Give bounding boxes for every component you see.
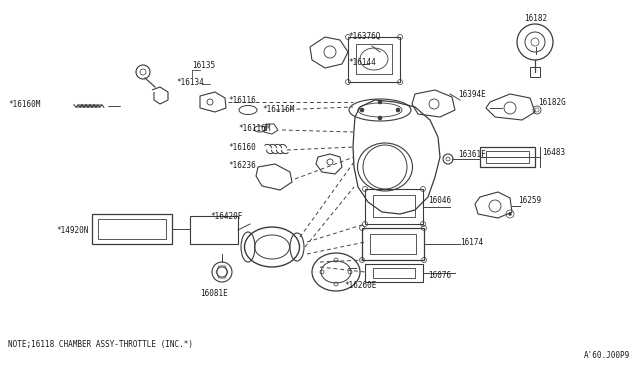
Circle shape xyxy=(396,108,400,112)
Bar xyxy=(356,44,392,74)
Text: 16081E: 16081E xyxy=(200,289,228,298)
Text: 16394E: 16394E xyxy=(458,90,486,99)
Text: *16134: *16134 xyxy=(176,77,204,87)
Text: *16420F: *16420F xyxy=(210,212,243,221)
Text: 16182: 16182 xyxy=(524,13,547,22)
Bar xyxy=(530,67,540,77)
Bar xyxy=(373,195,415,217)
Text: 16135: 16135 xyxy=(192,61,215,70)
Text: NOTE;16118 CHAMBER ASSY-THROTTLE (INC.*): NOTE;16118 CHAMBER ASSY-THROTTLE (INC.*) xyxy=(8,340,193,349)
Bar xyxy=(373,268,415,278)
Text: 16361F: 16361F xyxy=(458,150,486,158)
Text: 16483: 16483 xyxy=(542,148,565,157)
Circle shape xyxy=(378,116,382,120)
Bar xyxy=(480,147,535,167)
Circle shape xyxy=(509,212,511,215)
Bar xyxy=(365,189,423,224)
Text: *16160: *16160 xyxy=(228,142,256,151)
Bar xyxy=(486,151,529,163)
Text: 16182G: 16182G xyxy=(538,97,566,106)
Text: 16259: 16259 xyxy=(518,196,541,205)
Text: *16376Q: *16376Q xyxy=(348,32,380,41)
Text: 16174: 16174 xyxy=(460,237,483,247)
Text: *16236: *16236 xyxy=(228,160,256,170)
Text: *14920N: *14920N xyxy=(56,225,88,234)
Text: *16160M: *16160M xyxy=(8,99,40,109)
Text: *16116: *16116 xyxy=(228,96,256,105)
Text: A'60.J00P9: A'60.J00P9 xyxy=(584,352,630,360)
Text: *16144: *16144 xyxy=(348,58,376,67)
Bar xyxy=(365,264,423,282)
Bar xyxy=(92,214,172,244)
Text: *16116M: *16116M xyxy=(238,124,270,132)
Text: 16046: 16046 xyxy=(428,196,451,205)
Bar xyxy=(190,216,238,244)
Text: *16260E: *16260E xyxy=(344,282,376,291)
Text: *16116M: *16116M xyxy=(262,105,294,113)
Bar xyxy=(348,37,400,82)
Circle shape xyxy=(360,108,364,112)
Circle shape xyxy=(378,100,382,104)
Bar xyxy=(370,234,416,254)
Text: 16076: 16076 xyxy=(428,272,451,280)
Bar xyxy=(98,219,166,239)
Bar xyxy=(362,228,424,260)
